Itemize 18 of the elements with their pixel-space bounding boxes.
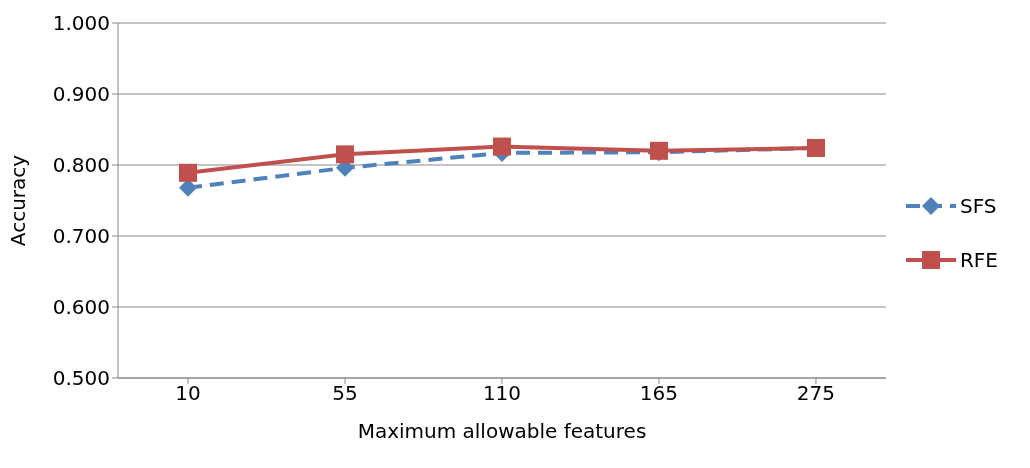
legend-label: RFE (959, 248, 998, 272)
y-tick-label: 1.000 (52, 11, 110, 36)
point (179, 163, 197, 182)
y-tick-label: 0.900 (52, 82, 110, 107)
x-tick-label: 10 (175, 381, 201, 406)
x-axis-title: Maximum allowable features (357, 419, 647, 443)
x-tick-label: 55 (332, 381, 358, 406)
x-tick-label: 165 (639, 381, 679, 406)
y-tick-label: 0.700 (52, 224, 110, 249)
legend-label: SFS (959, 194, 997, 218)
x-tick-label: 110 (482, 381, 522, 406)
y-tick-label: 0.800 (52, 153, 110, 178)
x-tick-label: 275 (796, 381, 836, 406)
y-axis-title: Accuracy (6, 154, 31, 247)
point (492, 137, 511, 156)
point (335, 145, 354, 164)
y-tick-label: 0.600 (52, 295, 110, 320)
y-tick-label: 0.500 (52, 366, 110, 391)
